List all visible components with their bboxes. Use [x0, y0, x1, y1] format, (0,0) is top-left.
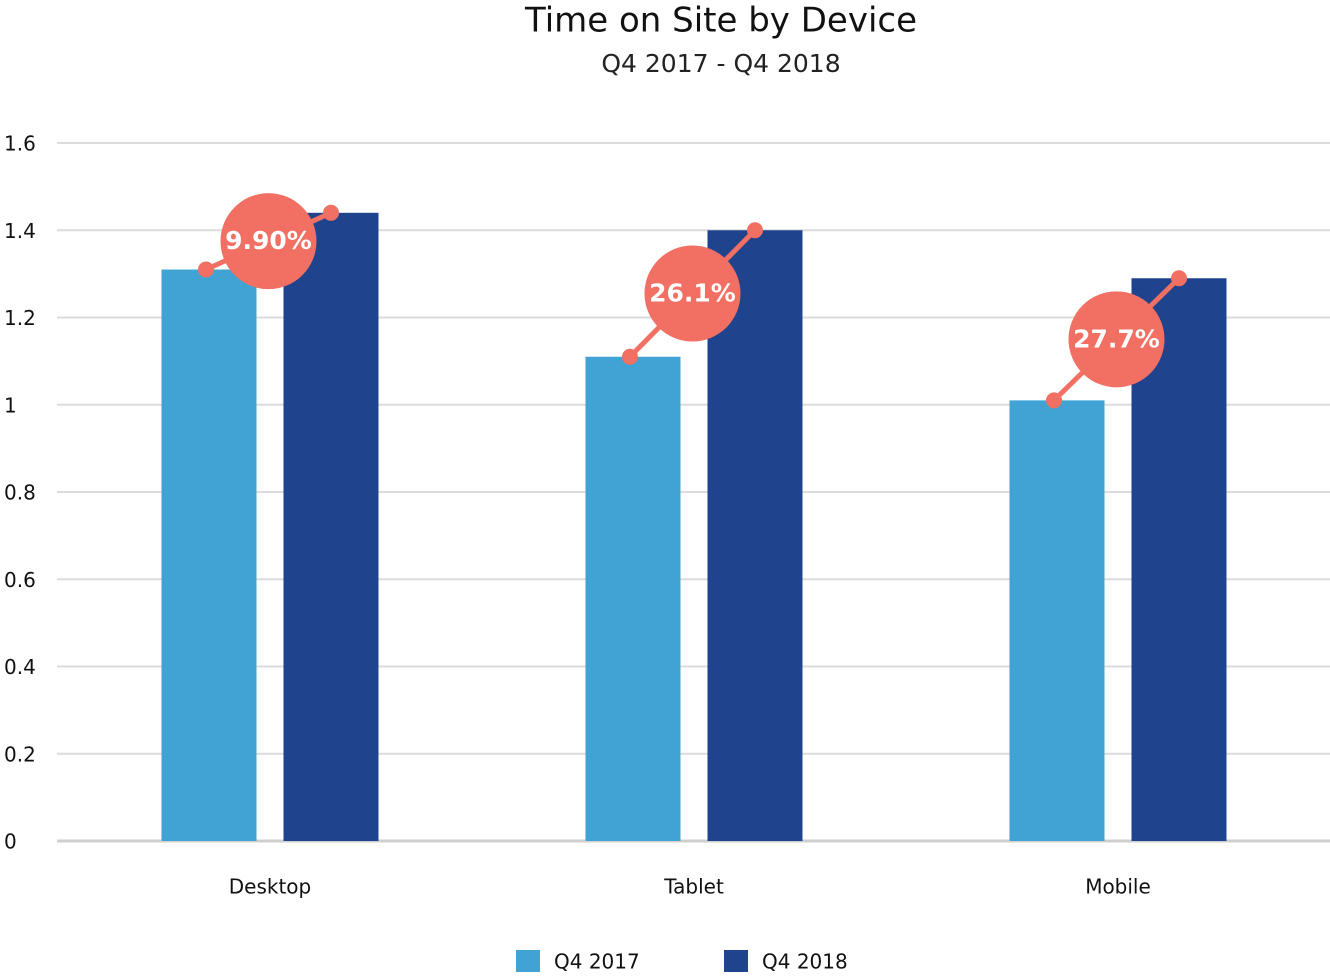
y-tick-label: 0.4 [4, 655, 36, 679]
y-tick-label: 0.8 [4, 481, 36, 505]
change-label: 27.7% [1073, 324, 1160, 353]
change-dot [622, 348, 638, 365]
change-label: 9.90% [225, 226, 312, 255]
x-tick-label: Desktop [229, 875, 311, 899]
change-dot [198, 261, 214, 278]
y-tick-label: 1 [4, 393, 17, 417]
y-tick-label: 1.6 [4, 132, 36, 156]
bar [707, 230, 803, 841]
bar [585, 356, 681, 841]
bar [161, 269, 257, 841]
bar [283, 212, 379, 842]
legend-swatch [724, 950, 748, 972]
change-label: 26.1% [649, 279, 736, 308]
change-bubble [1068, 291, 1165, 388]
y-tick-label: 0.2 [4, 742, 36, 766]
bar [1009, 400, 1105, 841]
change-bubble [220, 193, 317, 290]
legend-swatch [516, 950, 540, 972]
legend-label: Q4 2017 [554, 950, 640, 974]
change-dot [1046, 392, 1062, 409]
x-tick-label: Tablet [663, 875, 724, 899]
y-tick-label: 0 [4, 830, 17, 854]
change-dot [323, 204, 339, 221]
chart-title: Time on Site by Device [524, 1, 917, 41]
chart-subtitle: Q4 2017 - Q4 2018 [601, 49, 840, 78]
change-bubble [644, 245, 741, 342]
y-tick-label: 1.2 [4, 306, 36, 330]
y-tick-label: 0.6 [4, 568, 36, 592]
x-tick-label: Mobile [1085, 875, 1151, 899]
y-tick-label: 1.4 [4, 219, 36, 243]
change-dot [747, 222, 763, 239]
change-dot [1171, 270, 1187, 287]
legend-label: Q4 2018 [762, 950, 848, 974]
